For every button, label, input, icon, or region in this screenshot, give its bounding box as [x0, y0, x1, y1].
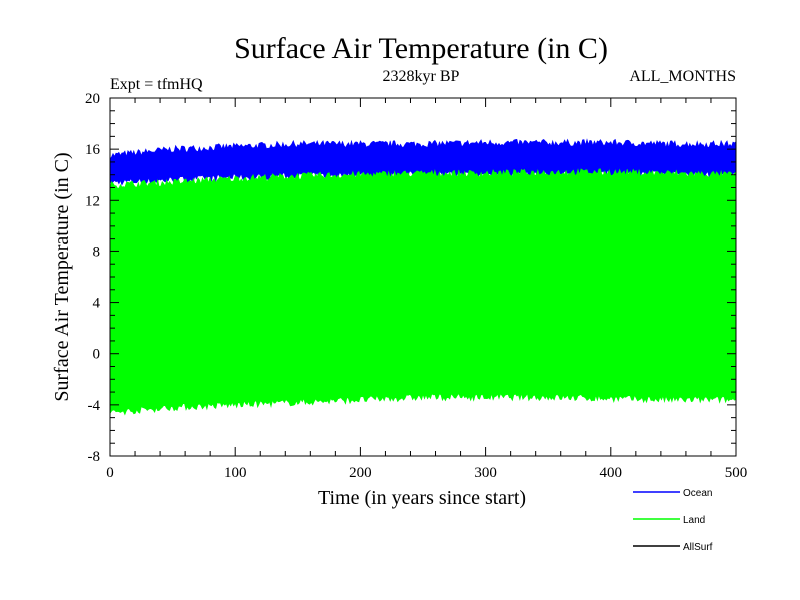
x-tick-label: 500	[725, 465, 748, 481]
chart-title: Surface Air Temperature (in C)	[234, 32, 608, 65]
y-tick-label: 8	[93, 244, 101, 260]
legend-label-allsurf: AllSurf	[683, 542, 713, 553]
chart-subtitle: 2328kyr BP	[383, 68, 460, 85]
plot-data-layer	[109, 138, 737, 416]
axes-layer: 0 100 200 300 400 500 -8 -4 0 4 8 12 16 20	[85, 91, 747, 481]
months-label: ALL_MONTHS	[629, 68, 736, 85]
legend: Ocean Land AllSurf	[633, 488, 713, 553]
x-tick-label: 100	[224, 465, 247, 481]
y-tick-label: -8	[88, 449, 101, 465]
experiment-label: Expt = tfmHQ	[110, 76, 203, 93]
x-tick-label: 300	[474, 465, 497, 481]
y-axis-label: Surface Air Temperature (in C)	[51, 152, 73, 401]
y-tick-label: 16	[85, 142, 101, 158]
y-tick-label: 4	[93, 296, 101, 312]
y-tick-label: 12	[85, 193, 100, 209]
x-tick-label: 0	[106, 465, 114, 481]
series-band-land	[109, 168, 737, 416]
x-tick-label: 200	[349, 465, 372, 481]
y-tick-label: 20	[85, 91, 100, 107]
x-axis-label: Time (in years since start)	[318, 487, 526, 509]
legend-label-ocean: Ocean	[683, 488, 712, 499]
y-tick-label: 0	[93, 347, 101, 363]
y-tick-label: -4	[88, 398, 101, 414]
legend-label-land: Land	[683, 515, 705, 526]
x-tick-label: 400	[600, 465, 623, 481]
